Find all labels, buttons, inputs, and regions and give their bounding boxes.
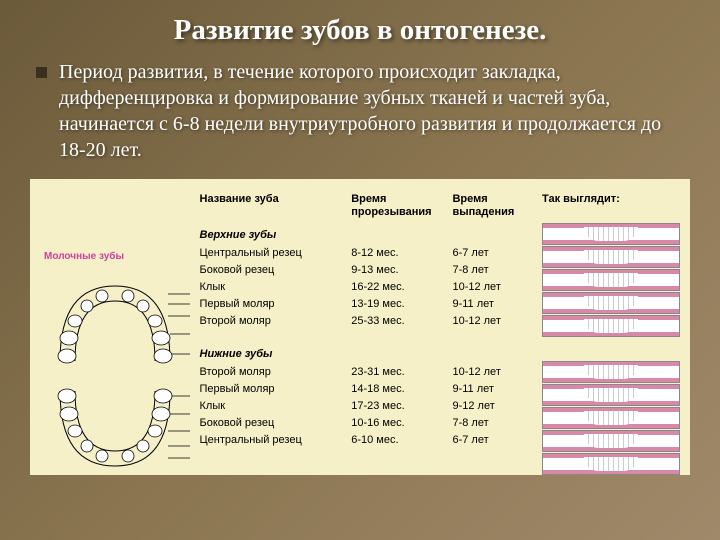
table-row: 7-8 лет [452,415,536,432]
milk-teeth-label: Молочные зубы [44,251,194,262]
table-row: Клык [200,279,346,296]
table-row: 10-12 лет [452,364,536,381]
column-names: Название зуба Верхние зубы Центральный р… [200,193,346,469]
spacer [452,348,536,360]
spacer [351,229,446,241]
table-row: Центральный резец [200,245,346,262]
table-row: 6-10 мес. [351,432,446,449]
teeth-stage-icon [542,453,680,475]
slide: Развитие зубов в онтогенезе. Период разв… [0,0,720,540]
table-row: 7-8 лет [452,262,536,279]
table-row: 17-23 мес. [351,398,446,415]
table-row: Первый моляр [200,296,346,313]
table-row: 14-18 мес. [351,381,446,398]
table-row: 10-12 лет [452,279,536,296]
column-diagram: Молочные зубы [40,193,194,469]
table-row: 10-12 лет [452,313,536,330]
bullet-icon [36,67,47,78]
table-row: 6-7 лет [452,432,536,449]
table-row: Первый моляр [200,381,346,398]
teeth-stage-icon [542,407,680,429]
table-row: 13-19 мес. [351,296,446,313]
column-eruption: Время прорезывания 8-12 мес. 9-13 мес. 1… [351,193,446,469]
upper-arch-diagram [40,266,190,376]
slide-paragraph: Период развития, в течение которого прои… [59,59,684,163]
table-row: Второй моляр [200,364,346,381]
header-name: Название зуба [200,193,346,223]
teeth-stage-icon [542,384,680,406]
table-row: Боковой резец [200,262,346,279]
slide-title: Развитие зубов в онтогенезе. [30,14,690,47]
table-row: Центральный резец [200,432,346,449]
teeth-stage-icon [542,269,680,291]
table-row: 23-31 мес. [351,364,446,381]
upper-heading: Верхние зубы [200,229,346,241]
teeth-stage-icon [542,315,680,337]
header-look: Так выглядит: [542,193,680,223]
lower-arch-diagram [40,376,190,486]
table-row: 9-11 лет [452,296,536,313]
spacer [542,338,680,360]
teeth-stage-icon [542,223,680,245]
table-row: Боковой резец [200,415,346,432]
teeth-stage-icon [542,430,680,452]
lower-heading: Нижние зубы [200,348,346,360]
teeth-stage-icon [542,361,680,383]
table-row: 9-12 лет [452,398,536,415]
header-spacer [40,193,194,223]
table-row: 10-16 мес. [351,415,446,432]
table-row: 8-12 мес. [351,245,446,262]
table-row: 16-22 мес. [351,279,446,296]
teeth-stage-icon [542,246,680,268]
teeth-image-stack [542,223,680,475]
teeth-chart: Молочные зубы [30,179,690,475]
bullet-row: Период развития, в течение которого прои… [30,59,690,163]
table-row: 9-11 лет [452,381,536,398]
teeth-stage-icon [542,292,680,314]
spacer [452,229,536,241]
table-row: 25-33 мес. [351,313,446,330]
table-row: Клык [200,398,346,415]
spacer [351,348,446,360]
table-row: 9-13 мес. [351,262,446,279]
header-eruption: Время прорезывания [351,193,446,223]
column-shedding: Время выпадения 6-7 лет 7-8 лет 10-12 ле… [452,193,536,469]
table-row: 6-7 лет [452,245,536,262]
header-shedding: Время выпадения [452,193,536,223]
column-images: Так выглядит: [542,193,680,469]
table-row: Второй моляр [200,313,346,330]
